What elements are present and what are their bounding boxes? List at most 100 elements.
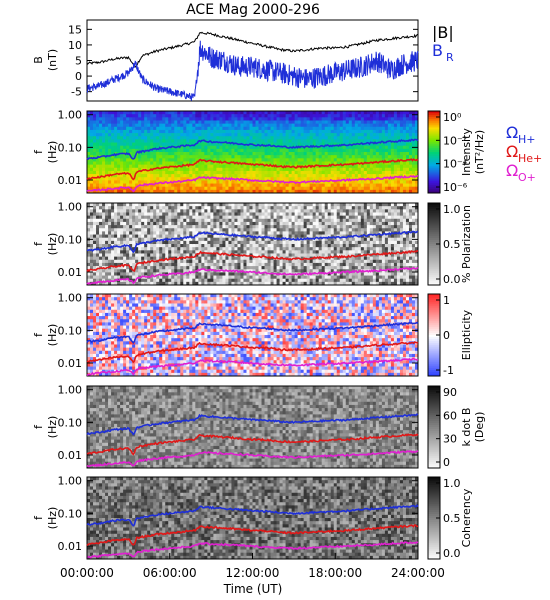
heatmap-cell — [309, 186, 314, 191]
heatmap-cell — [261, 177, 265, 181]
heatmap-cell — [117, 142, 121, 147]
heatmap-cell — [336, 114, 341, 118]
heatmap-cell — [231, 180, 235, 184]
heatmap-cell — [414, 117, 419, 121]
heatmap-cell — [165, 240, 169, 245]
heatmap-cell — [129, 111, 133, 115]
heatmap-cell — [237, 174, 241, 178]
heatmap-cell — [372, 180, 377, 184]
heatmap-cell — [288, 126, 293, 131]
heatmap-cell — [225, 240, 229, 245]
heatmap-cell — [108, 218, 112, 223]
heatmap-cell — [378, 133, 383, 137]
heatmap-cell — [246, 186, 250, 191]
heatmap-cell — [111, 225, 115, 229]
heatmap-cell — [180, 250, 184, 254]
heatmap-cell — [216, 225, 220, 229]
heatmap-cell — [180, 244, 184, 248]
heatmap-cell — [303, 129, 308, 134]
heatmap-cell — [87, 129, 91, 134]
heatmap-cell — [222, 228, 226, 232]
heatmap-cell — [180, 262, 184, 267]
heatmap-cell — [264, 221, 268, 226]
heatmap-cell — [195, 259, 199, 264]
heatmap-cell — [396, 183, 401, 188]
heatmap-cell — [102, 152, 106, 156]
heatmap-cell — [225, 234, 229, 239]
heatmap-cell — [312, 253, 317, 258]
heatmap-cell — [132, 133, 136, 137]
heatmap-cell — [402, 183, 407, 188]
heatmap-cell — [324, 142, 329, 147]
heatmap-cell — [342, 158, 347, 162]
heatmap-cell — [108, 240, 112, 245]
heatmap-cell — [240, 120, 244, 125]
heatmap-cell — [408, 186, 413, 191]
heatmap-cell — [102, 167, 106, 172]
heatmap-cell — [123, 206, 127, 210]
heatmap-cell — [414, 152, 419, 156]
heatmap-cell — [255, 240, 259, 245]
heatmap-cell — [357, 148, 362, 153]
heatmap-cell — [144, 237, 148, 242]
heatmap-cell — [270, 183, 274, 188]
heatmap-cell — [285, 266, 290, 270]
heatmap-cell — [153, 266, 157, 270]
heatmap-cell — [258, 139, 262, 143]
heatmap-cell — [87, 259, 91, 264]
heatmap-cell — [276, 148, 280, 153]
heatmap-cell — [324, 136, 329, 140]
heatmap-cell — [384, 117, 389, 121]
heatmap-cell — [171, 269, 175, 273]
heatmap-cell — [240, 164, 244, 169]
heatmap-cell — [285, 250, 290, 254]
heatmap-cell — [141, 237, 145, 242]
heatmap-cell — [219, 256, 223, 261]
heatmap-cell — [129, 189, 133, 194]
heatmap-cell — [324, 170, 329, 175]
heatmap-cell — [201, 145, 205, 150]
heatmap-cell — [189, 177, 193, 181]
heatmap-cell — [312, 212, 317, 217]
heatmap-cell — [273, 234, 277, 239]
heatmap-cell — [186, 212, 190, 217]
heatmap-cell — [99, 133, 103, 137]
heatmap-cell — [294, 152, 299, 156]
heatmap-cell — [345, 174, 350, 178]
heatmap-cell — [111, 253, 115, 258]
heatmap-cell — [414, 170, 419, 175]
heatmap-cell — [237, 237, 241, 242]
heatmap-cell — [249, 203, 253, 207]
heatmap-cell — [291, 148, 296, 153]
heatmap-cell — [159, 269, 163, 273]
heatmap-cell — [102, 237, 106, 242]
heatmap-cell — [126, 142, 130, 147]
heatmap-cell — [105, 228, 109, 232]
heatmap-cell — [147, 183, 151, 188]
heatmap-cell — [114, 250, 118, 254]
heatmap-cell — [330, 183, 335, 188]
heatmap-cell — [246, 114, 250, 118]
heatmap-cell — [117, 183, 121, 188]
heatmap-cell — [228, 152, 232, 156]
heatmap-cell — [219, 262, 223, 267]
heatmap-cell — [171, 212, 175, 217]
heatmap-cell — [321, 136, 326, 140]
heatmap-cell — [117, 158, 121, 162]
heatmap-cell — [225, 170, 229, 175]
heatmap-cell — [210, 180, 214, 184]
colorbar-step — [428, 127, 440, 130]
heatmap-cell — [324, 123, 329, 128]
heatmap-cell — [261, 164, 265, 169]
heatmap-cell — [156, 136, 160, 140]
heatmap-cell — [285, 275, 290, 280]
heatmap-cell — [231, 170, 235, 175]
heatmap-cell — [132, 231, 136, 235]
heatmap-cell — [150, 240, 154, 245]
heatmap-cell — [267, 155, 271, 159]
heatmap-cell — [210, 120, 214, 125]
heatmap-cell — [276, 203, 280, 207]
heatmap-cell — [291, 133, 296, 137]
heatmap-cell — [186, 234, 190, 239]
heatmap-cell — [150, 221, 154, 226]
